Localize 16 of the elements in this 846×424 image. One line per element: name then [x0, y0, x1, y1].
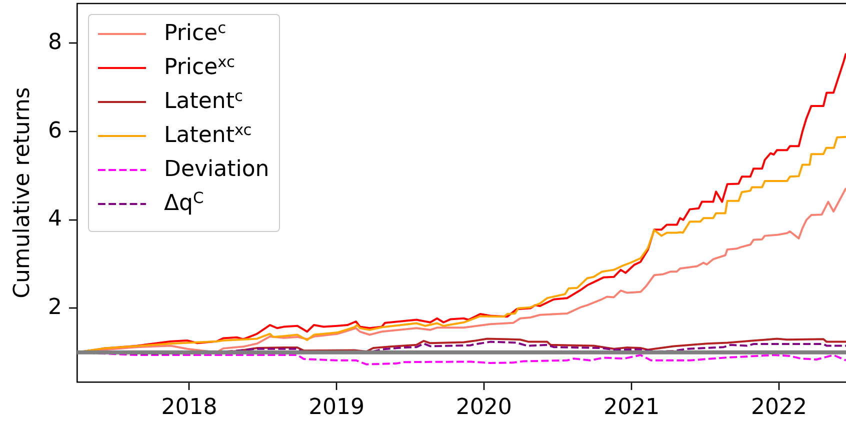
x-tick-label: 2018 [161, 394, 218, 420]
legend-label: Latent$^{xc}$ [164, 121, 252, 148]
legend-label: Latent$^{c}$ [164, 87, 243, 114]
legend-label: Δq$^{C}$ [164, 189, 204, 216]
legend-label: Deviation [164, 157, 270, 182]
y-tick-label: 8 [48, 30, 62, 55]
y-tick-label: 6 [48, 118, 62, 144]
x-tick-label: 2019 [308, 394, 365, 420]
x-tick-label: 2020 [456, 394, 512, 420]
y-tick-label: 2 [48, 294, 62, 320]
x-tick-label: 2022 [750, 394, 807, 420]
y-axis-title: Cumulative returns [10, 87, 35, 298]
legend-label: Price$^{c}$ [164, 19, 226, 46]
legend-label: Price$^{xc}$ [164, 53, 235, 80]
y-tick-label: 4 [48, 206, 62, 232]
x-tick-label: 2021 [604, 394, 660, 420]
